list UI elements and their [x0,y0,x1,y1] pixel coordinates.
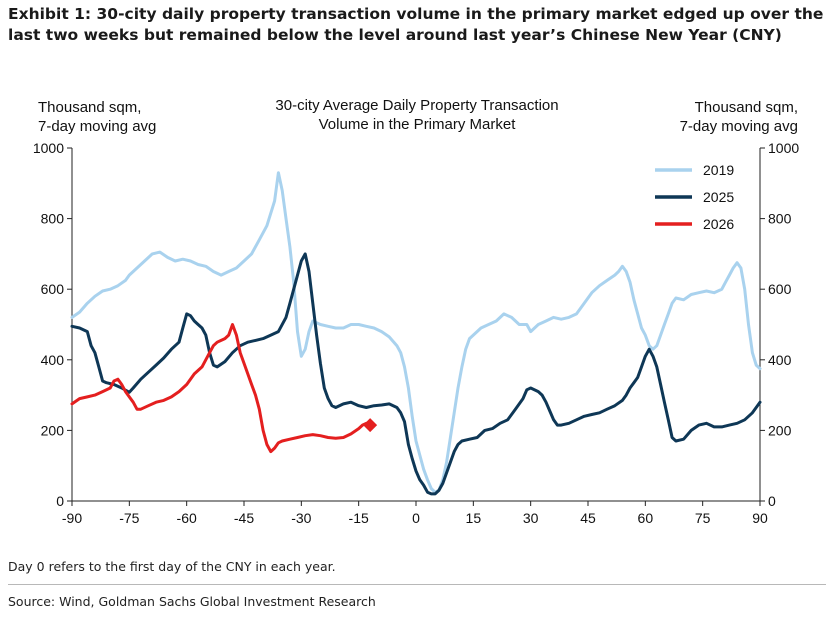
y-axis-left-label-line-2: 7-day moving avg [38,118,156,135]
y-tick-right-label: 400 [768,352,792,368]
source-line: Source: Wind, Goldman Sachs Global Inves… [8,594,376,609]
y-tick-right-label: 0 [768,493,776,509]
y-tick-left-label: 400 [41,352,65,368]
series-line-2025 [70,252,762,496]
y-axis-right-label-line-1: Thousand sqm, [695,99,798,116]
footnote: Day 0 refers to the first day of the CNY… [8,559,336,574]
series-layer [70,171,762,496]
y-tick-left-label: 800 [41,211,65,227]
divider [8,584,826,585]
x-ticks: -90 -75 -60 -45 -30 -15 0 15 30 45 60 75 90 [62,501,768,526]
chart-title-line-1: 30-city Average Daily Property Transacti… [275,97,558,114]
x-tick-label: 15 [466,510,482,526]
y-tick-right-label: 600 [768,281,792,297]
series-line-2019 [70,171,762,494]
y-tick-left-label: 200 [41,422,65,438]
legend-label-2019: 2019 [703,162,734,178]
y-tick-left-label: 600 [41,281,65,297]
x-tick-label: -45 [234,510,254,526]
y-tick-left-label: 1000 [33,140,64,156]
x-tick-label: 60 [638,510,654,526]
x-tick-label: -60 [177,510,197,526]
y-tick-right-label: 1000 [768,140,799,156]
series-line-2026 [70,323,372,454]
x-tick-label: 45 [580,510,596,526]
x-tick-label: 0 [412,510,420,526]
y-tick-right-label: 200 [768,422,792,438]
x-tick-label: 90 [752,510,768,526]
y-axis-left-label: Thousand sqm, 7-day moving avg [38,99,156,135]
line-chart: 30-city Average Daily Property Transacti… [33,97,800,526]
y-ticks-right: 0 200 400 600 800 1000 [760,140,799,509]
chart-title: 30-city Average Daily Property Transacti… [275,97,558,133]
legend-label-2025: 2025 [703,189,734,205]
x-tick-label: 75 [695,510,711,526]
series-2026-last-point-marker [363,418,378,433]
y-ticks-left: 0 200 400 600 800 1000 [33,140,72,509]
y-tick-right-label: 800 [768,211,792,227]
chart-title-line-2: Volume in the Primary Market [319,116,517,133]
legend: 2019 2025 2026 [655,162,734,232]
y-axis-right-label: Thousand sqm, 7-day moving avg [680,99,798,135]
legend-label-2026: 2026 [703,216,734,232]
x-tick-label: -30 [291,510,311,526]
y-axis-right-label-line-2: 7-day moving avg [680,118,798,135]
exhibit-title: Exhibit 1: 30-city daily property transa… [8,5,824,44]
x-tick-label: -15 [349,510,369,526]
y-axis-left-label-line-1: Thousand sqm, [38,99,141,116]
x-tick-label: -90 [62,510,82,526]
x-tick-label: 30 [523,510,539,526]
x-tick-label: -75 [119,510,139,526]
y-tick-left-label: 0 [56,493,64,509]
